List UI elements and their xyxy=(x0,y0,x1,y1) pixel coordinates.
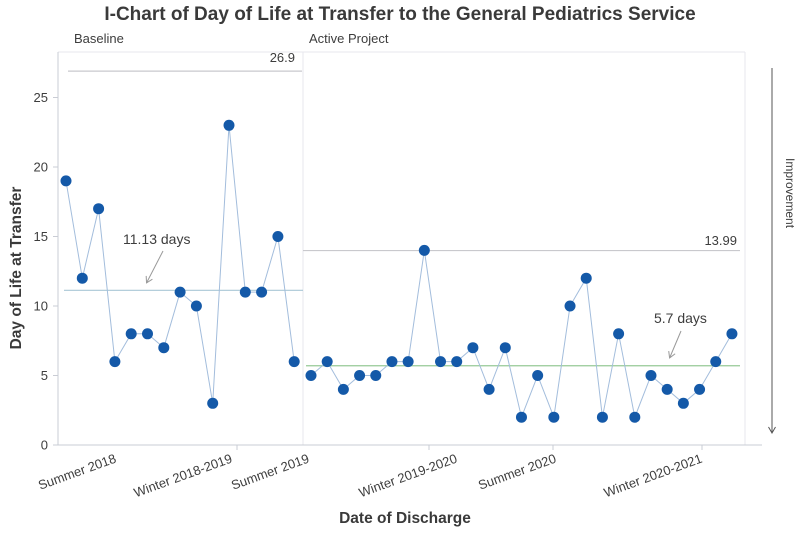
y-tick-label: 20 xyxy=(34,160,48,175)
y-axis-title: Day of Life at Transfer xyxy=(8,186,25,350)
data-point xyxy=(402,356,414,368)
ucl-value-active: 13.99 xyxy=(704,233,737,248)
y-tick-label: 25 xyxy=(34,90,48,105)
x-tick-label: Summer 2018 xyxy=(36,451,118,493)
data-point xyxy=(580,272,592,284)
data-point xyxy=(60,175,72,187)
data-point xyxy=(613,328,625,340)
y-tick-label: 15 xyxy=(34,229,48,244)
data-point xyxy=(645,370,657,381)
data-point xyxy=(451,356,463,368)
data-point xyxy=(467,342,479,354)
data-point xyxy=(532,370,544,381)
data-point xyxy=(726,328,738,340)
x-tick-label: Winter 2019-2020 xyxy=(357,451,459,500)
data-point xyxy=(661,383,673,395)
data-point xyxy=(76,272,88,284)
data-point xyxy=(564,300,576,312)
ucl-value-baseline: 26.9 xyxy=(269,50,295,65)
x-tick-label: Summer 2019 xyxy=(229,451,311,493)
series-line xyxy=(65,125,295,404)
data-point xyxy=(158,342,170,354)
y-tick-label: 10 xyxy=(34,299,48,314)
data-point xyxy=(223,119,235,131)
data-point xyxy=(483,383,495,395)
x-tick-label: Winter 2018-2019 xyxy=(132,451,234,500)
data-point xyxy=(596,411,608,423)
panel-label-baseline: Baseline xyxy=(74,31,124,46)
improvement-label: Improvement xyxy=(783,158,797,229)
annotation-arrow-baseline xyxy=(145,250,164,284)
data-point xyxy=(337,383,349,395)
data-point xyxy=(109,356,121,368)
data-point xyxy=(418,244,430,256)
data-point xyxy=(515,411,527,423)
center-line-annotation-active: 5.7 days xyxy=(654,310,707,326)
data-point xyxy=(272,231,284,242)
data-point xyxy=(239,286,251,298)
data-point xyxy=(354,370,366,381)
x-tick-label: Summer 2020 xyxy=(476,451,558,493)
data-point xyxy=(677,397,689,409)
center-line-annotation-baseline: 11.13 days xyxy=(123,231,191,247)
x-tick-label: Winter 2020-2021 xyxy=(602,451,704,500)
data-point xyxy=(694,383,706,395)
y-tick-label: 0 xyxy=(41,438,48,453)
data-point xyxy=(288,356,300,368)
data-point xyxy=(256,286,268,298)
annotation-arrow-active xyxy=(668,330,682,359)
data-point xyxy=(499,342,511,354)
chart-title: I-Chart of Day of Life at Transfer to th… xyxy=(104,4,696,25)
data-point xyxy=(435,356,447,368)
y-tick-label: 5 xyxy=(41,368,48,383)
data-point xyxy=(548,411,560,423)
data-point xyxy=(629,411,641,423)
panel-label-active-project: Active Project xyxy=(309,31,389,46)
data-point xyxy=(710,356,722,368)
data-point xyxy=(305,370,317,381)
data-point xyxy=(207,397,219,409)
data-point xyxy=(93,203,105,215)
data-point xyxy=(386,356,398,368)
data-point xyxy=(142,328,153,340)
data-point xyxy=(190,300,202,312)
x-axis-title: Date of Discharge xyxy=(339,510,471,527)
data-point xyxy=(321,356,333,368)
data-point xyxy=(370,370,382,381)
data-point xyxy=(174,286,186,298)
data-point xyxy=(125,328,137,340)
